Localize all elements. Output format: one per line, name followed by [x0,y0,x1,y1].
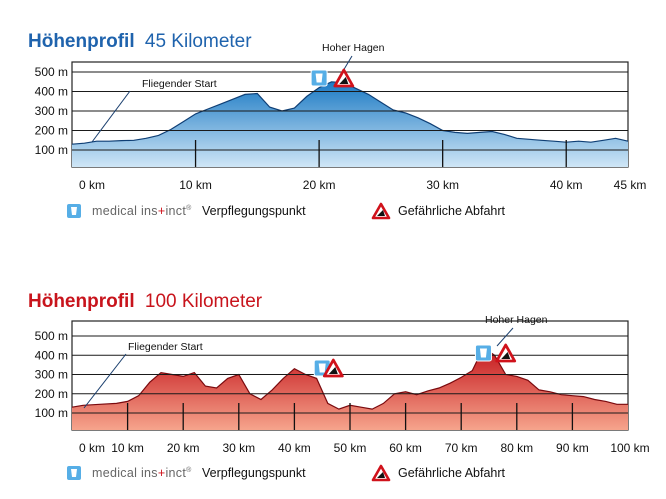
warning-triangle-icon [495,343,517,363]
cup-icon [474,344,492,362]
y-tick-label: 100 m [35,143,68,157]
cup-icon [310,69,328,87]
warning-triangle-slope [501,352,511,359]
cup-icon-shape [318,363,326,373]
brand-plus: + [158,204,166,218]
x-tick-label: 50 km [334,441,367,455]
x-tick-label: 20 km [303,178,336,192]
cup-icon [67,466,81,480]
y-tick-label: 200 m [35,124,68,138]
plot-area: 100 m 200 m 300 m 400 m 500 m 0 km 10 km 20 km 3… [35,42,647,192]
warning-triangle-icon [371,202,391,220]
annotation-leader [91,90,131,143]
brand-label: medical ins+inct® [92,204,192,218]
y-tick-label: 300 m [35,104,68,118]
legend: medical ins+inct® Verpflegungspunkt Gefä… [67,464,506,482]
annotation-leader [496,327,514,347]
y-tick-label: 200 m [35,387,68,401]
warning-triangle-icon [371,464,391,482]
x-tick-label: 10 km [111,441,144,455]
x-tick-label: 20 km [167,441,200,455]
annotation-label: Hoher Hagen [485,314,548,326]
chart-title: Höhenprofil 45 Kilometer [28,31,252,52]
warning-triangle-outline [333,68,355,88]
annotation-label: Fliegender Start [142,78,217,90]
plot-area: 100 m 200 m 300 m 400 m 500 m 0 km 10 km 20 km 3… [35,314,650,455]
warning-triangle-slope [328,367,338,374]
warning-triangle-outline [495,343,517,363]
y-tick-label: 500 m [35,329,68,343]
chart-title-bold: Höhenprofil [28,291,135,312]
chart-100km: Höhenprofil 100 Kilometer 100 m 200 m 300 … [28,291,650,455]
annotation-label: Fliegender Start [128,341,203,353]
y-tick-label: 300 m [35,368,68,382]
x-tick-label: 40 km [550,178,583,192]
x-tick-label: 60 km [389,441,422,455]
elevation-area [72,81,628,167]
y-tick-label: 400 m [35,348,68,362]
brand-label: medical ins+inct® [92,466,192,480]
x-tick-label: 30 km [426,178,459,192]
warning-triangle-icon [322,358,344,378]
food-label: Verpflegungspunkt [202,204,306,218]
brand-suffix: inct [165,466,186,480]
cup-icon-shape [315,73,323,83]
food-label: Verpflegungspunkt [202,466,306,480]
y-tick-label: 400 m [35,85,68,99]
chart-title-rest: 45 Kilometer [145,31,252,52]
x-tick-label: 30 km [222,441,255,455]
chart-title-rest: 100 Kilometer [145,291,263,312]
chart-title-bold: Höhenprofil [28,31,135,52]
x-tick-label: 0 km [79,441,105,455]
y-tick-label: 500 m [35,65,68,79]
x-tick-label: 40 km [278,441,311,455]
brand-prefix: medical ins [92,204,158,218]
brand-mark: ® [186,466,192,474]
x-tick-label: 0 km [79,178,105,192]
cup-icon-shape [479,348,487,358]
warning-triangle-outline [322,358,344,378]
brand-suffix: inct [165,204,186,218]
chart-title: Höhenprofil 100 Kilometer [28,291,263,312]
x-tick-label: 45 km [614,178,647,192]
annotation-leader [83,353,127,409]
x-tick-label: 90 km [556,441,589,455]
x-tick-label: 70 km [445,441,478,455]
annotation-label: Hoher Hagen [322,42,385,54]
brand-mark: ® [186,204,192,212]
danger-label: Gefährliche Abfahrt [398,466,506,480]
warning-triangle-icon [333,68,355,88]
legend: medical ins+inct® Verpflegungspunkt Gefä… [67,202,506,220]
brand-plus: + [158,466,166,480]
x-tick-label: 10 km [179,178,212,192]
chart-45km: Höhenprofil 45 Kilometer 100 m 200 m 300 m… [28,31,646,192]
elevation-area [72,347,628,430]
y-tick-label: 100 m [35,406,68,420]
cup-icon [67,204,81,218]
warning-triangle-slope [339,77,349,84]
x-tick-label: 100 km [610,441,649,455]
x-tick-label: 80 km [500,441,533,455]
danger-label: Gefährliche Abfahrt [398,204,506,218]
brand-prefix: medical ins [92,466,158,480]
